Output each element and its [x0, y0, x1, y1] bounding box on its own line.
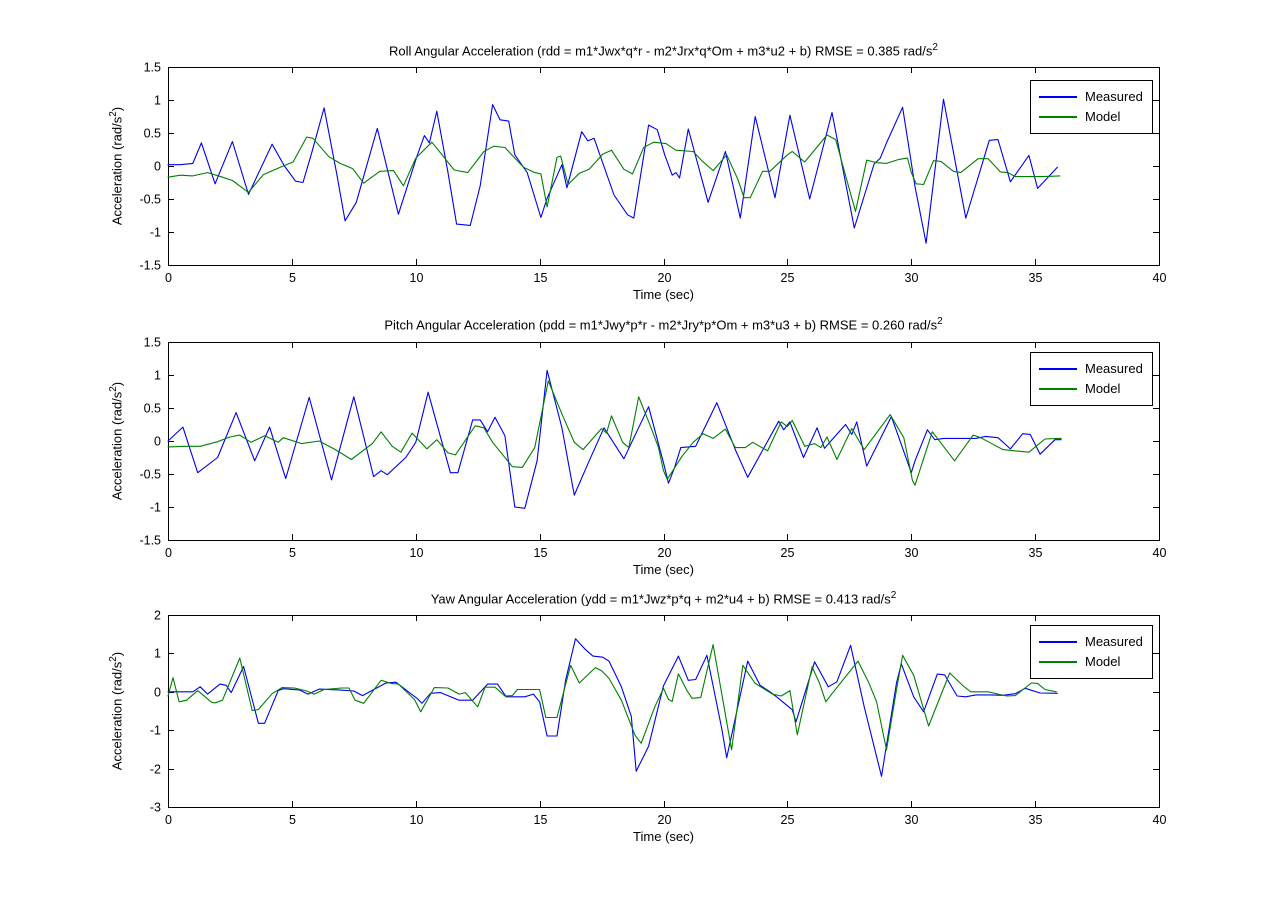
model-line-sample — [1039, 388, 1077, 390]
series-line-measured — [167, 638, 1058, 777]
x-tick-label: 40 — [1153, 813, 1167, 827]
y-tick-label: -1.5 — [139, 259, 161, 273]
roll-title-superscript: 2 — [932, 42, 938, 53]
x-tick-label: 20 — [658, 813, 672, 827]
y-tick-label: -1 — [150, 724, 161, 738]
y-tick-label: -3 — [150, 801, 161, 815]
x-tick-label: 30 — [905, 813, 919, 827]
legend-label-measured: Measured — [1085, 89, 1143, 104]
x-tick-label: 35 — [1029, 813, 1043, 827]
measured-line-sample — [1039, 641, 1077, 643]
yaw-title-superscript: 2 — [890, 590, 897, 601]
x-tick-label: 20 — [658, 271, 672, 285]
x-tick-label: 40 — [1153, 271, 1167, 285]
y-tick-label: 1 — [154, 647, 161, 661]
x-tick-label: 15 — [534, 271, 548, 285]
x-tick-label: 0 — [165, 813, 172, 827]
x-tick-label: 20 — [658, 546, 672, 560]
y-tick-label: 0 — [154, 160, 161, 174]
x-tick-label: 25 — [781, 813, 795, 827]
measured-line-sample — [1039, 96, 1077, 98]
legend-label-model: Model — [1085, 654, 1121, 669]
y-tick-label: -1 — [150, 226, 161, 240]
roll-y-axis-label: Acceleration (rad/s2) — [108, 106, 125, 226]
legend-item-model: Model — [1031, 379, 1152, 399]
x-tick-label: 30 — [905, 271, 919, 285]
x-tick-label: 25 — [781, 271, 795, 285]
roll-x-axis-label: Time (sec) — [633, 287, 694, 302]
axes-box-0 — [168, 67, 1160, 266]
series-line-measured — [167, 98, 1058, 244]
legend-label-model: Model — [1085, 109, 1121, 124]
model-line-sample — [1039, 116, 1077, 118]
legend-label-model: Model — [1085, 381, 1121, 396]
y-tick-label: -1 — [150, 501, 161, 515]
x-tick-label: 10 — [410, 271, 424, 285]
x-tick-label: 25 — [781, 546, 795, 560]
y-tick-label: 0 — [154, 686, 161, 700]
yaw-y-axis-label: Acceleration (rad/s2) — [108, 651, 125, 771]
x-tick-label: 15 — [534, 813, 548, 827]
pitch-plot-title: Pitch Angular Acceleration (pdd = m1*Jwy… — [384, 316, 943, 333]
axes-box-2 — [168, 615, 1160, 808]
pitch-legend: Measured Model — [1030, 352, 1153, 406]
y-tick-label: 0.5 — [144, 127, 161, 141]
pitch-x-axis-label: Time (sec) — [633, 562, 694, 577]
x-tick-label: 5 — [289, 813, 296, 827]
yaw-legend: Measured Model — [1030, 625, 1153, 679]
y-tick-label: 1 — [154, 94, 161, 108]
x-tick-label: 0 — [165, 546, 172, 560]
x-tick-label: 40 — [1153, 546, 1167, 560]
x-tick-label: 0 — [165, 271, 172, 285]
x-tick-label: 35 — [1029, 546, 1043, 560]
x-tick-label: 5 — [289, 546, 296, 560]
yaw-plot-title: Yaw Angular Acceleration (ydd = m1*Jwz*p… — [430, 590, 897, 607]
legend-label-measured: Measured — [1085, 361, 1143, 376]
y-tick-label: 1.5 — [144, 61, 161, 75]
y-tick-label: 0 — [154, 435, 161, 449]
y-tick-label: 1 — [154, 369, 161, 383]
measured-line-sample — [1039, 368, 1077, 370]
y-tick-label: -1.5 — [139, 534, 161, 548]
legend-item-measured: Measured — [1031, 359, 1152, 379]
legend-item-model: Model — [1031, 652, 1152, 672]
y-tick-label: 2 — [154, 609, 161, 623]
series-line-measured — [167, 369, 1062, 509]
pitch-title-superscript: 2 — [937, 316, 943, 327]
pitch-y-axis-label: Acceleration (rad/s2) — [108, 381, 125, 501]
x-tick-label: 35 — [1029, 271, 1043, 285]
legend-item-measured: Measured — [1031, 632, 1152, 652]
x-tick-label: 30 — [905, 546, 919, 560]
series-line-model — [167, 644, 1057, 751]
x-tick-label: 10 — [410, 813, 424, 827]
y-tick-label: 0.5 — [144, 402, 161, 416]
x-tick-label: 10 — [410, 546, 424, 560]
legend-item-model: Model — [1031, 107, 1152, 127]
series-line-model — [167, 134, 1061, 213]
x-tick-label: 5 — [289, 271, 296, 285]
roll-legend: Measured Model — [1030, 80, 1153, 134]
y-tick-label: -2 — [150, 763, 161, 777]
x-tick-label: 15 — [534, 546, 548, 560]
legend-item-measured: Measured — [1031, 87, 1152, 107]
roll-plot-title: Roll Angular Acceleration (rdd = m1*Jwx*… — [389, 42, 938, 59]
series-line-model — [167, 380, 1062, 486]
model-line-sample — [1039, 661, 1077, 663]
y-tick-label: -0.5 — [139, 468, 161, 482]
yaw-x-axis-label: Time (sec) — [633, 829, 694, 844]
y-tick-label: 1.5 — [144, 336, 161, 350]
y-tick-label: -0.5 — [139, 193, 161, 207]
legend-label-measured: Measured — [1085, 634, 1143, 649]
